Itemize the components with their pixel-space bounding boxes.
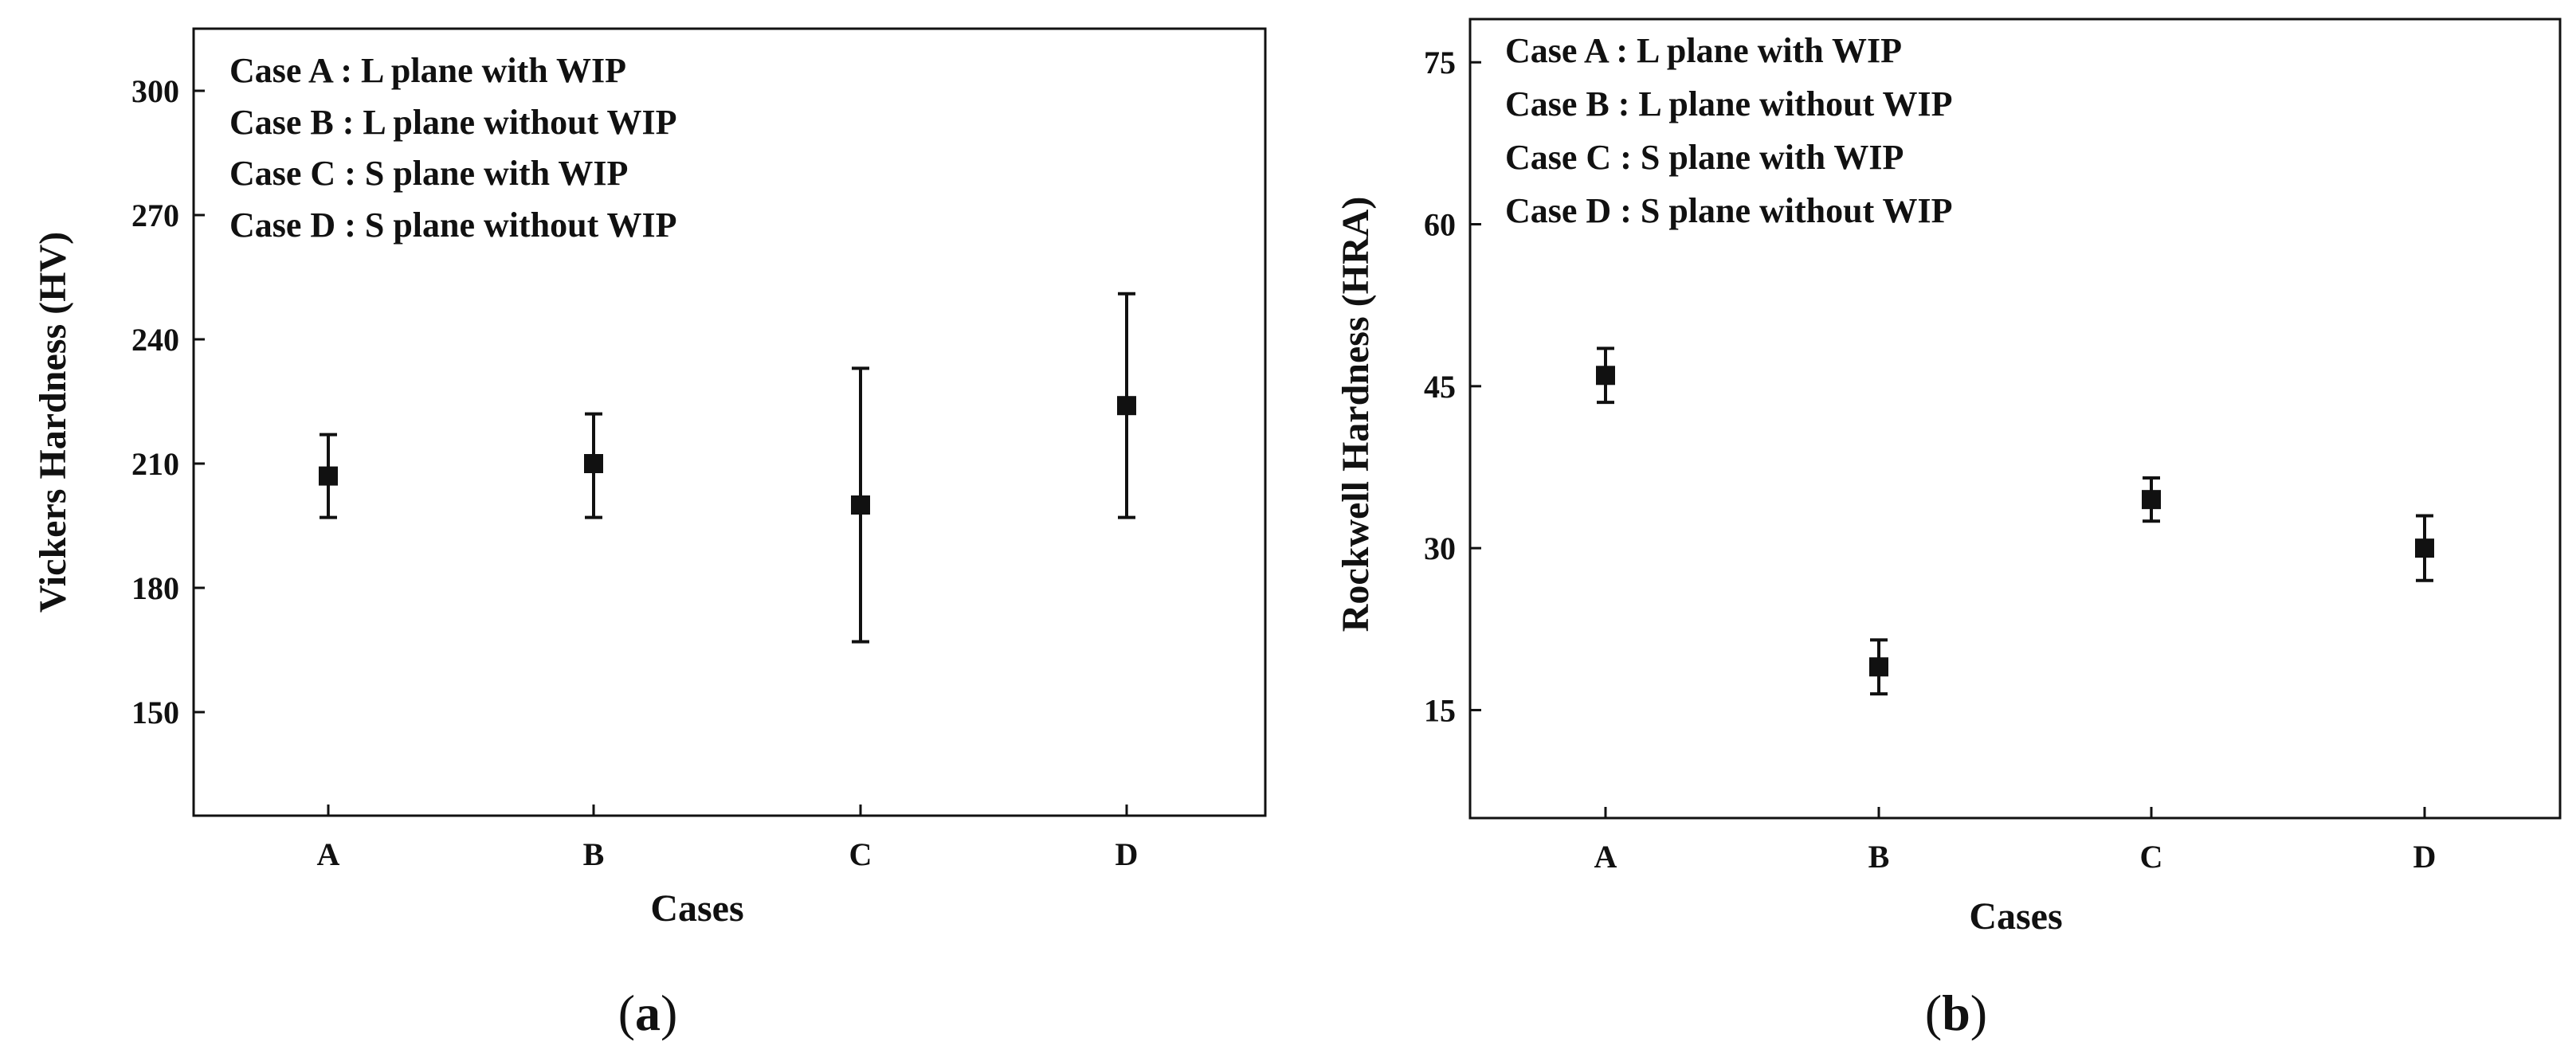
- y-tick-label: 150: [131, 695, 179, 730]
- plot-frame-b: [1468, 18, 2562, 820]
- panel-letter-b: b: [1942, 985, 1970, 1041]
- x-axis-a: A B C D: [317, 805, 1139, 872]
- data-point: [319, 466, 338, 486]
- panel-letter-a: a: [635, 985, 661, 1041]
- y-tick-label: 180: [131, 570, 179, 606]
- x-tick-label: A: [317, 836, 340, 872]
- data-point: [2142, 490, 2161, 510]
- y-axis-title-b: Rockwell Hardness (HRA): [1335, 197, 1377, 632]
- x-tick-label: C: [2140, 839, 2163, 875]
- x-tick-label: B: [1868, 839, 1890, 875]
- data-point: [851, 495, 870, 515]
- y-axis-title-a: Vickers Hardness (HV): [32, 232, 74, 613]
- legend-entry: Case B : L plane without WIP: [229, 103, 677, 142]
- legend-entry: Case D : S plane without WIP: [1505, 191, 1952, 230]
- data-point: [1117, 396, 1136, 416]
- y-axis-a: 150 180 210 240 270 300: [131, 73, 205, 730]
- x-axis-title-b: Cases: [1969, 895, 2062, 938]
- x-axis-b: A B C D: [1594, 807, 2437, 875]
- legend-entry: Case A : L plane with WIP: [229, 51, 626, 90]
- legend-entry: Case C : S plane with WIP: [1505, 138, 1904, 177]
- data-point: [1869, 657, 1888, 677]
- x-tick-label: A: [1594, 839, 1617, 875]
- data-point: [584, 454, 603, 473]
- x-tick-label: D: [1115, 836, 1139, 872]
- x-axis-title-a: Cases: [650, 887, 743, 930]
- y-tick-label: 15: [1424, 692, 1456, 728]
- plot-frame-a: [192, 27, 1267, 817]
- legend-entry: Case C : S plane with WIP: [229, 154, 628, 193]
- panel-label-a: (a): [618, 985, 678, 1041]
- legend-entry: Case A : L plane with WIP: [1505, 31, 1902, 70]
- data-point: [2415, 538, 2434, 558]
- y-tick-label: 270: [131, 198, 179, 233]
- legend-a: Case A : L plane with WIP Case B : L pla…: [229, 51, 677, 245]
- y-tick-label: 60: [1424, 207, 1456, 243]
- panel-label-b: (b): [1925, 985, 1987, 1041]
- legend-entry: Case B : L plane without WIP: [1505, 84, 1953, 123]
- y-tick-label: 300: [131, 73, 179, 109]
- x-tick-label: D: [2413, 839, 2437, 875]
- y-tick-label: 45: [1424, 369, 1456, 405]
- x-tick-label: C: [849, 836, 872, 872]
- data-series-a: [319, 292, 1136, 644]
- y-axis-b: 15 30 45 60 75: [1424, 45, 1481, 728]
- data-point: [1596, 366, 1615, 386]
- legend-b: Case A : L plane with WIP Case B : L pla…: [1505, 31, 1953, 230]
- y-tick-label: 210: [131, 446, 179, 482]
- legend-entry: Case D : S plane without WIP: [229, 206, 676, 245]
- y-tick-label: 240: [131, 322, 179, 358]
- x-tick-label: B: [583, 836, 605, 872]
- y-tick-label: 30: [1424, 530, 1456, 566]
- y-tick-label: 75: [1424, 45, 1456, 80]
- chart-panel-a: 150 180 210 240 270 300 A B C D Vickers Hardness…: [32, 27, 1267, 1041]
- data-series-b: [1596, 346, 2434, 696]
